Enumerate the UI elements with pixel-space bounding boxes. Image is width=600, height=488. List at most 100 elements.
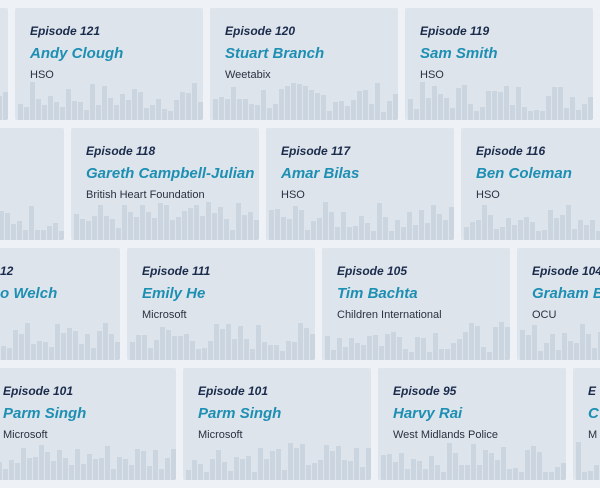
waveform-bar [586, 334, 591, 360]
waveform-bar [329, 212, 334, 240]
waveform-bar [524, 216, 529, 240]
waveform-bar [86, 220, 91, 240]
waveform-bar [552, 87, 557, 120]
waveform-bar [154, 340, 159, 360]
waveform-bar [224, 218, 229, 240]
waveform-bar [53, 222, 58, 240]
waveform-bar [111, 468, 116, 480]
episode-card[interactable]: Episode 117 Amar Bilas HSO [266, 128, 454, 240]
waveform-bar [214, 324, 219, 360]
waveform-bar [570, 97, 575, 120]
waveform-bar [255, 104, 260, 120]
waveform-bar [532, 324, 537, 360]
waveform-bar [463, 331, 468, 360]
organisation: Microsoft [198, 429, 243, 441]
waveform-bar [564, 107, 569, 120]
waveform-bar [397, 337, 402, 360]
waveform-bar [18, 103, 23, 120]
episode-number: Episode 104 [532, 264, 600, 278]
waveform-bar [3, 91, 8, 120]
waveform-bar [254, 220, 259, 240]
episode-number: Episode 116 [476, 144, 546, 158]
waveform-bar [598, 331, 600, 360]
waveform-bar [0, 210, 4, 240]
waveform-bar [459, 464, 464, 480]
waveform-bar [286, 341, 291, 360]
waveform-bar [192, 460, 197, 480]
waveform-bar [526, 334, 531, 360]
episode-card[interactable]: 12 o Welch [0, 248, 120, 360]
episode-card[interactable]: Episode 119 Sam Smith HSO [405, 8, 593, 120]
waveform-bar [45, 451, 50, 480]
waveform-bar [234, 457, 239, 480]
waveform-bar [268, 344, 273, 360]
waveform-bar [243, 98, 248, 120]
waveform-bar [311, 220, 316, 240]
episode-card[interactable]: Episode 120 Stuart Branch Weetabix [210, 8, 398, 120]
waveform-bar [447, 442, 452, 480]
episode-card[interactable]: Episode 104 Graham B OCU [517, 248, 600, 360]
waveform-bar [135, 448, 140, 480]
waveform-bar [194, 204, 199, 240]
episode-card[interactable]: Episode 118 Gareth Campbell-Julian British… [71, 128, 259, 240]
episode-card[interactable]: Episode 116 Ben Coleman HSO [461, 128, 600, 240]
waveform-bar [123, 459, 128, 480]
waveform-bar [369, 104, 374, 120]
waveform-bar [572, 228, 577, 240]
waveform-bar [250, 349, 255, 360]
waveform-bar [78, 101, 83, 120]
episode-number: Episode 95 [393, 384, 457, 398]
waveform-bar [192, 83, 197, 120]
episode-card[interactable]: Episode 101 Parm Singh Microsoft [183, 368, 371, 480]
waveform-bar [494, 229, 499, 240]
waveform-bar [98, 204, 103, 240]
waveform-bar [87, 453, 92, 480]
episode-card[interactable] [0, 128, 64, 240]
episode-card[interactable]: Episode 111 Emily He Microsoft [127, 248, 315, 360]
waveform-bar [292, 341, 297, 360]
waveform-bar [249, 104, 254, 120]
waveform-bar [97, 330, 102, 360]
episode-card[interactable]: Episode 95 Harvy Rai West Midlands Police [378, 368, 566, 480]
waveform-bar [132, 89, 137, 120]
waveform-bar [561, 463, 566, 480]
waveform-bar [339, 101, 344, 120]
waveform-bar [349, 337, 354, 360]
episode-card[interactable] [0, 8, 8, 120]
waveform-bar [61, 333, 66, 360]
waveform-bar [165, 458, 170, 480]
waveform-bar [54, 102, 59, 120]
waveform-bar [441, 471, 446, 480]
episode-card[interactable]: Episode 121 Andy Clough HSO [15, 8, 203, 120]
waveform-bar [69, 464, 74, 480]
waveform-bar [310, 333, 315, 360]
waveform-bar [237, 98, 242, 120]
waveform-bar [366, 448, 371, 480]
waveform-bar [347, 226, 352, 240]
waveform-bar [27, 458, 32, 480]
waveform-bar [240, 458, 245, 480]
episode-card[interactable]: Episode 101 Parm Singh Microsoft [0, 368, 176, 480]
waveform-bar [409, 352, 414, 360]
waveform-bar [166, 329, 171, 360]
waveform-bar [15, 462, 20, 480]
waveform-bar [399, 453, 404, 480]
waveform-bar [385, 334, 390, 360]
waveform-bar [540, 111, 545, 120]
guest-name: Ben Coleman [476, 165, 572, 182]
waveform-bar [256, 325, 261, 360]
waveform-bar [114, 104, 119, 120]
waveform-bar [381, 454, 386, 480]
organisation: HSO [30, 69, 54, 81]
waveform-bar [74, 214, 79, 240]
waveform-bar [79, 343, 84, 360]
waveform-bar [330, 451, 335, 480]
waveform-bar [562, 333, 567, 360]
episode-card[interactable]: Episode 105 Tim Bachta Children Internatio… [322, 248, 510, 360]
waveform-bar [331, 350, 336, 360]
waveform-bar [353, 226, 358, 240]
waveform-bar [512, 224, 517, 240]
waveform-bar [85, 334, 90, 360]
waveform-bar [582, 471, 587, 480]
